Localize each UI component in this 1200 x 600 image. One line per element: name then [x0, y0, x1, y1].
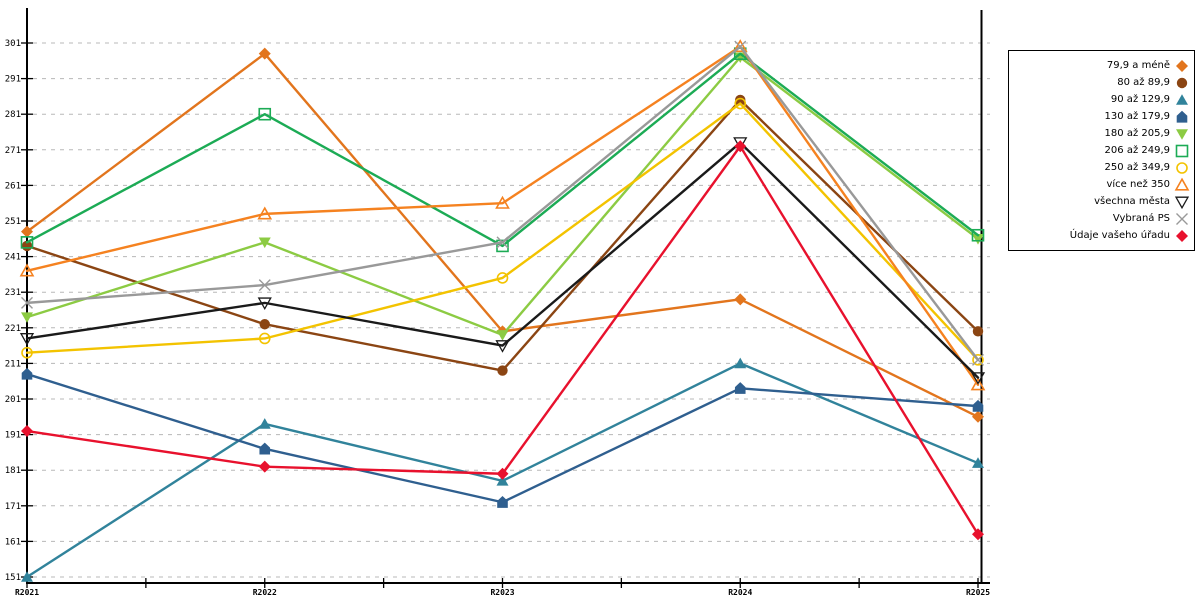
- legend-marker-icon: [1176, 128, 1188, 140]
- legend-marker-icon: [1176, 77, 1188, 88]
- legend-marker-icon: [1174, 196, 1190, 209]
- series-vybran-ps: [21, 40, 984, 366]
- y-axis-label: 181: [5, 466, 21, 476]
- legend-marker-icon: [1176, 110, 1188, 123]
- y-axis-label: 151: [5, 573, 21, 583]
- legend-label: 250 až 349,9: [1104, 162, 1170, 173]
- series-130-a-179-9: [21, 367, 984, 508]
- y-axis-label: 271: [5, 146, 21, 156]
- legend-item: všechna města: [1013, 193, 1190, 210]
- legend-item: 206 až 249,9: [1013, 142, 1190, 159]
- x-axis-label: R2025: [966, 588, 990, 597]
- legend-label: 90 až 129,9: [1110, 94, 1170, 105]
- y-axis-label: 171: [5, 502, 21, 512]
- legend-marker-icon: [1176, 93, 1188, 105]
- x-axis-label: R2024: [728, 588, 752, 597]
- legend-item: 79,9 a méně: [1013, 57, 1190, 74]
- y-axis-label: 281: [5, 110, 21, 120]
- legend-marker-icon: [1174, 177, 1190, 191]
- legend-marker-icon: [1176, 161, 1188, 174]
- legend-marker-icon: [1176, 59, 1188, 72]
- series-line: [25, 141, 980, 379]
- legend-label: 206 až 249,9: [1104, 145, 1170, 156]
- legend-item: 130 až 179,9: [1013, 108, 1190, 125]
- y-axis-label: 161: [5, 537, 21, 547]
- legend-label: Vybraná PS: [1112, 213, 1170, 224]
- series-v-echna-m-sta: [19, 137, 986, 385]
- legend-marker-icon: [1176, 229, 1188, 242]
- legend-item: 180 až 205,9: [1013, 125, 1190, 142]
- legend-label: všechna města: [1094, 196, 1170, 207]
- x-axis-label: R2023: [490, 588, 514, 597]
- legend-label: 130 až 179,9: [1104, 111, 1170, 122]
- y-axis-label: 251: [5, 217, 21, 227]
- legend-label: 80 až 89,9: [1117, 77, 1170, 88]
- y-axis-label: 221: [5, 324, 21, 334]
- legend-item: více než 350: [1013, 176, 1190, 193]
- series-206-a-249-9: [20, 47, 985, 253]
- legend-item: 250 až 349,9: [1013, 159, 1190, 176]
- y-axis-label: 261: [5, 181, 21, 191]
- series-line: [25, 102, 980, 362]
- legend-item: Vybraná PS: [1013, 210, 1190, 227]
- x-axis-label: R2022: [253, 588, 277, 597]
- series--daje-va-eho-adu: [21, 140, 984, 541]
- y-axis-label: 231: [5, 288, 21, 298]
- legend-item: Údaje vašeho úřadu: [1013, 227, 1190, 244]
- series-v-ce-ne-350: [19, 39, 986, 391]
- series-90-a-129-9: [21, 357, 984, 582]
- legend-label: více než 350: [1106, 179, 1170, 190]
- y-axis-label: 211: [5, 359, 21, 369]
- series-line: [25, 52, 980, 248]
- series-250-a-349-9: [21, 97, 984, 366]
- legend-label: Údaje vašeho úřadu: [1069, 230, 1170, 241]
- series-line: [25, 45, 980, 386]
- x-axis-label: R2021: [15, 588, 39, 597]
- y-axis-label: 291: [5, 75, 21, 85]
- legend-label: 79,9 a méně: [1106, 60, 1170, 71]
- legend-marker-icon: [1176, 212, 1188, 225]
- legend-item: 80 až 89,9: [1013, 74, 1190, 91]
- legend-label: 180 až 205,9: [1104, 128, 1170, 139]
- y-axis-label: 191: [5, 431, 21, 441]
- legend-marker-icon: [1175, 144, 1189, 157]
- legend: 79,9 a méně 80 až 89,9 90 až 129,9 130 až 1…: [1008, 50, 1195, 251]
- legend-item: 90 až 129,9: [1013, 91, 1190, 108]
- y-axis-label: 201: [5, 395, 21, 405]
- y-axis-label: 301: [5, 39, 21, 49]
- y-axis-label: 241: [5, 253, 21, 263]
